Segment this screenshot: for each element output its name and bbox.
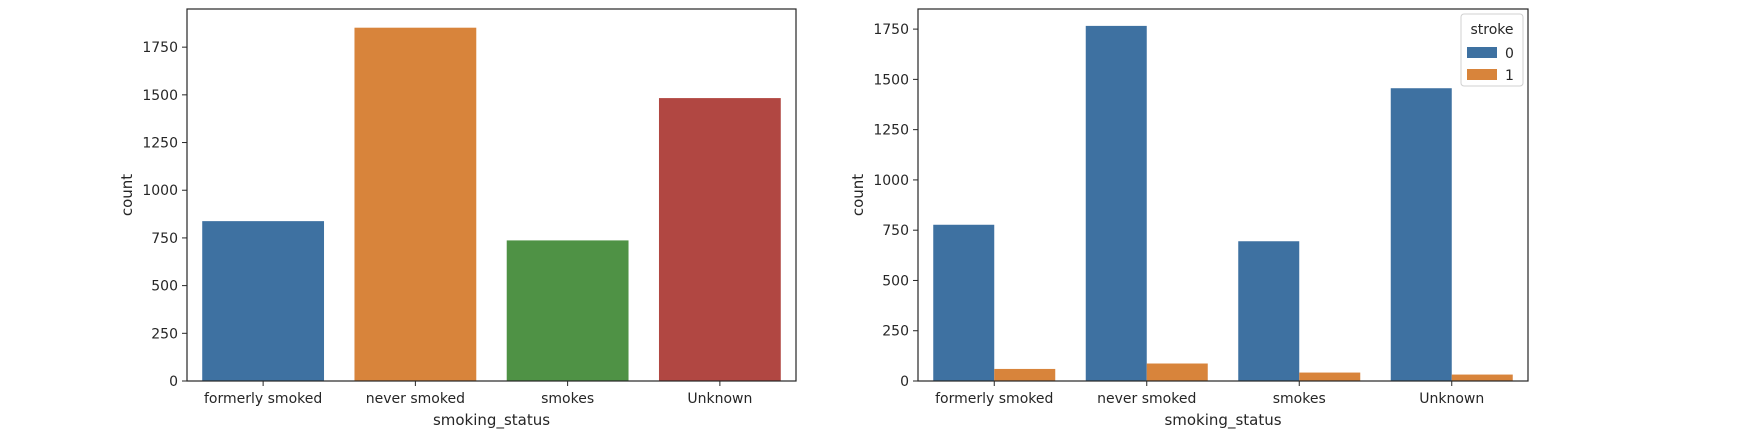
bar-unknown [658,98,781,381]
y-tick-label: 1500 [873,72,909,88]
x-tick-label: smokes [541,391,594,407]
legend: stroke 0 1 [1460,13,1524,87]
bar-smokes [506,240,629,381]
y-tick-label: 1750 [873,22,909,38]
y-tick-label: 750 [151,231,178,247]
y-tick-label: 1000 [873,173,909,189]
bar-never-smoked-stroke-1 [1146,363,1208,381]
y-axis-label: count [849,174,867,216]
legend-label-1: 1 [1505,68,1514,84]
count-by-smoking-status-chart: 0 250 500 750 1000 1250 1500 1750 formerly smoke… [118,8,797,430]
x-tick-label: Unknown [1419,391,1484,407]
legend-swatch-1 [1467,69,1497,80]
legend-label-0: 0 [1505,46,1514,62]
legend-swatch-0 [1467,47,1497,58]
count-by-smoking-status-and-stroke-chart: 0 250 500 750 1000 1250 1500 1750 formerly smoke… [849,8,1529,430]
x-tick-label: never smoked [1097,391,1196,407]
bar-smokes-stroke-1 [1299,372,1361,381]
x-tick-label: never smoked [366,391,465,407]
bar-never-smoked [354,27,477,382]
x-tick-label: formerly smoked [935,391,1053,407]
bar-formerly-smoked-stroke-0 [933,224,995,381]
y-tick-label: 1000 [142,183,178,199]
bar-formerly-smoked [202,221,325,381]
bar-formerly-smoked-stroke-1 [994,368,1056,381]
y-tick-label: 1500 [142,88,178,104]
bar-unknown-stroke-0 [1390,88,1452,381]
y-tick-label: 0 [900,374,909,390]
bar-smokes-stroke-0 [1238,241,1300,381]
y-tick-label: 1250 [873,123,909,139]
x-axis-label: smoking_status [1164,411,1281,430]
y-tick-label: 1750 [142,40,178,56]
plot-frame [186,8,797,382]
y-tick-label: 500 [882,273,909,289]
y-axis-label: count [118,174,136,216]
x-tick-label: formerly smoked [204,391,322,407]
y-tick-label: 0 [169,374,178,390]
bar-never-smoked-stroke-0 [1085,25,1147,382]
y-tick-label: 500 [151,279,178,295]
y-tick-label: 1250 [142,136,178,152]
x-tick-label: Unknown [687,391,752,407]
x-axis-label: smoking_status [433,411,550,430]
x-tick-label: smokes [1273,391,1326,407]
y-tick-label: 250 [151,326,178,342]
y-tick-label: 250 [882,324,909,340]
bar-unknown-stroke-1 [1451,374,1513,381]
y-tick-label: 750 [882,223,909,239]
legend-title: stroke [1470,22,1513,38]
plot-frame [917,8,1529,382]
